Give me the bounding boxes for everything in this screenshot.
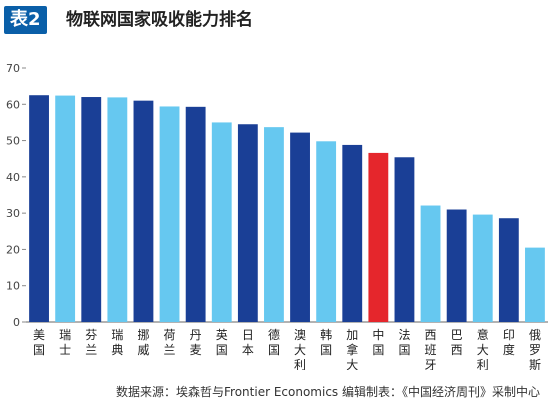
y-tick-label: 50	[6, 135, 20, 148]
x-tick-label: 西班牙	[425, 328, 437, 370]
x-tick-label: 澳大利亚	[294, 328, 306, 370]
bar	[107, 97, 128, 322]
bar	[342, 144, 363, 322]
bar	[316, 141, 337, 322]
bar	[211, 122, 232, 322]
bar	[133, 100, 154, 323]
x-tick-label: 中国	[372, 327, 384, 357]
x-tick-label: 美国	[33, 328, 45, 357]
bar	[368, 152, 389, 322]
table-number-tag: 表2	[4, 6, 47, 34]
source-note: 数据来源：埃森哲与Frontier Economics 编辑制表：《中国经济周刊…	[116, 385, 540, 399]
bar	[525, 247, 545, 322]
x-tick-label: 法国	[398, 328, 410, 357]
x-tick-label: 意大利	[477, 327, 489, 370]
bar	[55, 95, 76, 322]
y-tick-label: 30	[6, 207, 20, 220]
x-tick-label: 巴西	[451, 328, 463, 357]
x-tick-label: 挪威	[137, 328, 149, 357]
x-tick-label: 俄罗斯	[529, 328, 541, 370]
x-tick-label: 丹麦	[190, 328, 202, 357]
bar	[472, 214, 493, 322]
x-tick-label: 芬兰	[85, 328, 97, 357]
bar	[29, 95, 49, 322]
bar	[498, 218, 519, 322]
x-tick-label: 加拿大	[346, 328, 358, 370]
x-tick-label: 韩国	[320, 327, 332, 357]
chart-title: 物联网国家吸收能力排名	[66, 10, 253, 30]
bar	[394, 157, 415, 322]
x-tick-label: 德国	[268, 327, 280, 357]
chart-header: 表2 物联网国家吸收能力排名	[0, 0, 550, 40]
bar	[81, 97, 102, 323]
x-tick-label: 英国	[216, 328, 228, 357]
bar	[420, 205, 441, 322]
x-tick-label: 日本	[242, 328, 254, 357]
bar	[185, 106, 206, 322]
bar	[237, 124, 258, 322]
y-tick-label: 40	[6, 171, 20, 184]
bar	[159, 106, 180, 322]
y-tick-label: 20	[6, 243, 20, 256]
x-tick-label: 瑞士	[59, 328, 71, 357]
y-tick-label: 0	[13, 316, 20, 329]
bar	[290, 132, 310, 322]
x-tick-label: 瑞典	[111, 328, 123, 357]
bar	[446, 209, 467, 322]
y-tick-label: 70	[6, 62, 20, 75]
x-tick-label: 印度	[503, 328, 515, 357]
y-tick-label: 60	[6, 98, 20, 111]
x-tick-label: 荷兰	[164, 328, 176, 357]
bar	[264, 127, 284, 322]
y-tick-label: 10	[6, 280, 20, 293]
